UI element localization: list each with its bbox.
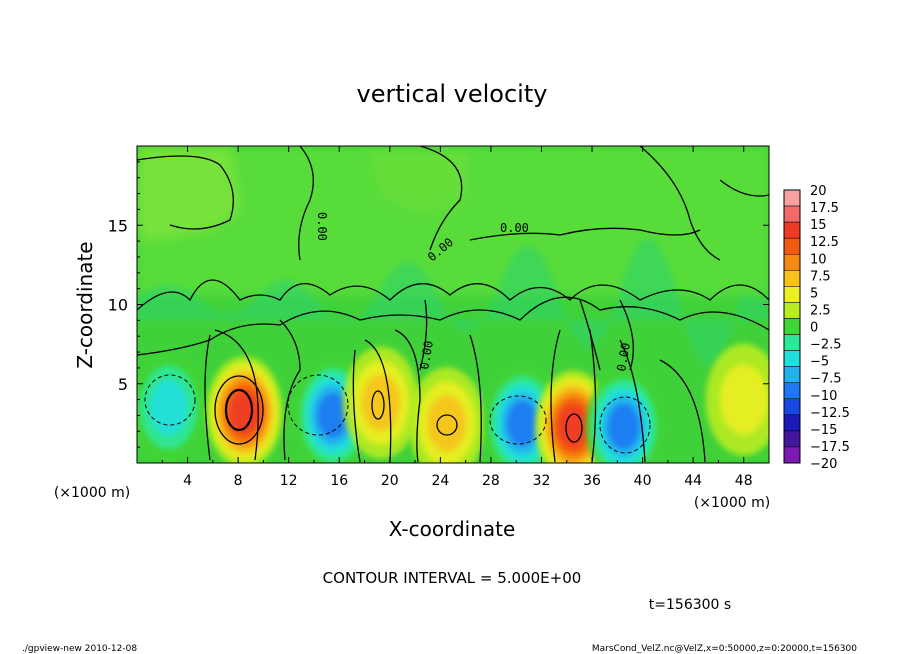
plot-area: 0.00 0.00 0.00 0.00 0.00 xyxy=(137,146,769,463)
x-tick-label: 36 xyxy=(583,473,601,489)
turbulent-band xyxy=(137,238,769,366)
footer-right: MarsCond_VelZ.nc@VelZ,x=0:50000,z=0:2000… xyxy=(592,644,857,654)
colorbar-label: 20 xyxy=(810,184,827,199)
inner-contours xyxy=(214,375,583,445)
colorbar: 20 17.5 15 12.5 10 7.5 5 2.5 0 −2.5 −5 −7.5 −10 −12.5… xyxy=(783,184,850,472)
colorbar-swatch xyxy=(783,318,801,335)
colorbar-swatch xyxy=(783,270,801,287)
colorbar-swatch xyxy=(783,382,801,400)
cell-band xyxy=(719,364,768,435)
colorbar-swatch xyxy=(783,253,801,271)
footer-left: ./gpview-new 2010-12-08 xyxy=(22,644,137,654)
colorbar-label: −17.5 xyxy=(810,440,850,455)
y-tick-label: 15 xyxy=(108,216,128,235)
y-tick-label: 10 xyxy=(108,296,128,315)
colorbar-label: −20 xyxy=(810,457,837,472)
x-unit-left: (×1000 m) xyxy=(54,485,130,501)
x-tick-label: 40 xyxy=(634,473,652,489)
colorbar-swatch xyxy=(783,334,801,351)
x-tick-label: 8 xyxy=(234,473,243,489)
colorbar-label: 0 xyxy=(810,321,818,336)
contour-label: 0.00 xyxy=(315,212,329,241)
colorbar-swatch xyxy=(783,446,801,464)
cell-band xyxy=(427,395,467,452)
x-tick-label: 32 xyxy=(533,473,551,489)
x-axis-label: X-coordinate xyxy=(389,517,516,541)
x-tick-label: 4 xyxy=(183,473,192,489)
colorbar-swatch xyxy=(783,414,801,432)
colorbar-label: −12.5 xyxy=(810,406,850,421)
colorbar-swatch xyxy=(783,398,801,416)
x-tick-label: 12 xyxy=(280,473,298,489)
colorbar-swatch xyxy=(783,189,801,207)
colorbar-swatch xyxy=(783,221,801,239)
colorbar-swatch xyxy=(783,366,801,383)
cell-band xyxy=(361,374,401,431)
y-tick-label: 5 xyxy=(118,375,128,394)
cell-band xyxy=(558,405,588,448)
colorbar-swatch xyxy=(783,302,801,319)
upper-field xyxy=(137,146,769,296)
colorbar-swatch xyxy=(783,286,801,303)
y-axis-label: Z-coordinate xyxy=(73,241,97,368)
colorbar-label: −2.5 xyxy=(810,338,842,353)
x-tick-label: 48 xyxy=(735,473,753,489)
cell-band xyxy=(506,400,539,446)
colorbar-label: 2.5 xyxy=(810,303,831,318)
colorbar-swatch xyxy=(783,350,801,367)
colorbar-label: 17.5 xyxy=(810,201,839,216)
colorbar-label: −7.5 xyxy=(810,372,842,387)
cell-band xyxy=(608,404,640,449)
colorbar-label: 15 xyxy=(810,218,827,233)
contour-label: 0.00 xyxy=(614,342,633,373)
dashed-contours xyxy=(144,374,651,454)
y-axis: 5 10 15 xyxy=(108,161,769,448)
colorbar-label: 12.5 xyxy=(810,235,839,250)
colorbar-swatch xyxy=(783,205,801,223)
cell-band xyxy=(149,379,188,436)
x-tick-label: 28 xyxy=(482,473,500,489)
colorbar-label: −15 xyxy=(810,423,837,438)
colorbar-swatch xyxy=(783,237,801,255)
colorbar-swatch xyxy=(783,430,801,448)
colorbar-label: 5 xyxy=(810,286,818,301)
x-tick-label: 44 xyxy=(684,473,702,489)
convection-cells xyxy=(137,343,769,463)
contour-lines xyxy=(137,146,769,463)
colorbar-label: −10 xyxy=(810,389,837,404)
contour-label: 0.00 xyxy=(417,340,436,371)
contour-label-group: 0.00 0.00 0.00 0.00 0.00 xyxy=(315,212,633,373)
contour-label: 0.00 xyxy=(500,221,529,235)
colorbar-label: −5 xyxy=(810,355,829,370)
x-tick-label: 16 xyxy=(330,473,348,489)
x-tick-label: 24 xyxy=(431,473,449,489)
time-label: t=156300 s xyxy=(649,597,731,613)
colorbar-frame xyxy=(783,189,801,464)
x-tick-label: 20 xyxy=(381,473,399,489)
contour-interval: CONTOUR INTERVAL = 5.000E+00 xyxy=(323,569,582,587)
x-axis: 4 8 12 16 20 24 28 32 36 40 44 48 xyxy=(161,146,753,489)
x-unit-right: (×1000 m) xyxy=(694,495,770,511)
colorbar-label: 10 xyxy=(810,252,827,267)
chart-title: vertical velocity xyxy=(357,80,548,108)
colorbar-label: 7.5 xyxy=(810,269,831,284)
cell-band xyxy=(317,393,349,438)
